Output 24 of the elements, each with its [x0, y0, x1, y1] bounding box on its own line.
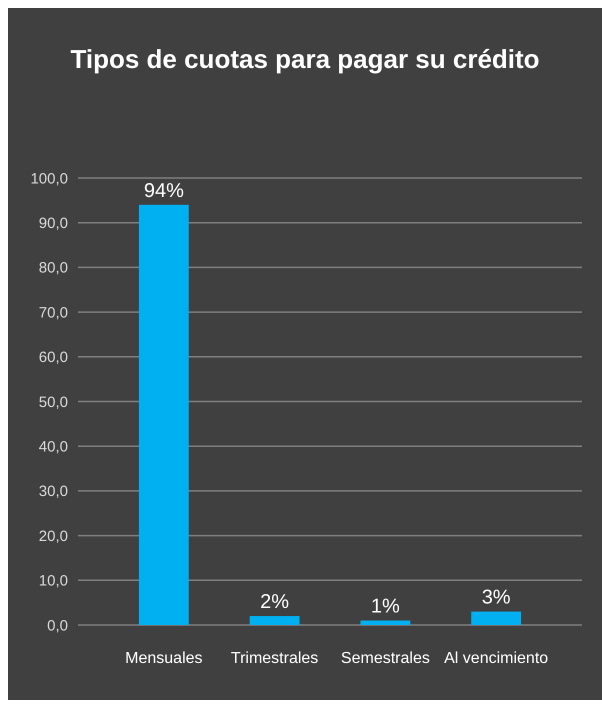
x-tick-label: Al vencimiento: [444, 650, 548, 667]
data-label: 1%: [370, 596, 400, 618]
bar: [138, 204, 189, 625]
y-tick-label: 60,0: [38, 349, 68, 366]
x-tick-label: Mensuales: [125, 650, 203, 667]
y-tick-label: 80,0: [38, 260, 68, 277]
chart-title: Tipos de cuotas para pagar su crédito: [70, 44, 540, 74]
y-tick-label: 0,0: [47, 617, 68, 634]
y-tick-label: 20,0: [38, 528, 68, 545]
y-tick-label: 90,0: [38, 214, 68, 232]
data-label: 3%: [482, 586, 511, 609]
bar: [250, 616, 300, 625]
y-tick-label: 50,0: [38, 394, 68, 411]
x-tick-label: Trimestrales: [230, 650, 318, 667]
x-tick-label: Semestrales: [340, 650, 430, 667]
y-tick-label: 30,0: [38, 483, 68, 500]
bar: [471, 612, 522, 625]
y-tick-label: 70,0: [38, 304, 68, 322]
data-label: 94%: [144, 180, 184, 202]
y-tick-label: 40,0: [38, 438, 68, 456]
y-tick-label: 10,0: [38, 572, 68, 590]
bar: [360, 620, 410, 625]
y-tick-label: 100,0: [30, 170, 68, 188]
data-label: 2%: [260, 591, 290, 614]
